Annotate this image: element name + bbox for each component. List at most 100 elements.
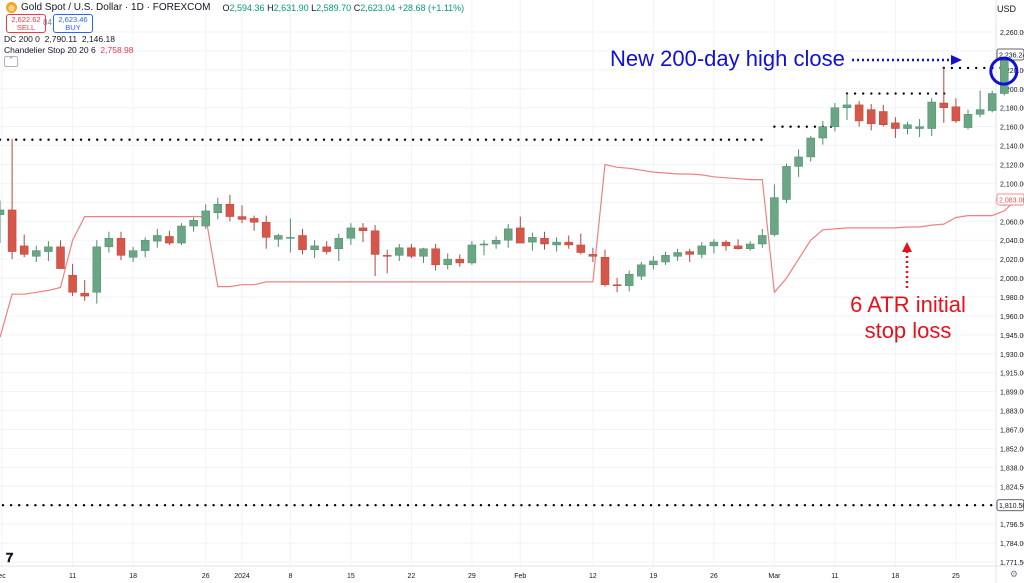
candle-body [503, 228, 513, 241]
y-tick-label: 1,883.00 [1000, 409, 1024, 416]
donchian-upper-dot [711, 138, 714, 141]
candle-body [68, 274, 77, 293]
donchian-upper-dot [298, 138, 301, 141]
price-label-text: 1,810.50 [999, 503, 1024, 510]
donchian-upper-dot [63, 138, 66, 141]
donchian-lower-dot [892, 504, 896, 507]
annotation-arrows [852, 55, 1019, 288]
donchian-lower-dot [342, 504, 345, 507]
donchian-upper-dot [15, 138, 18, 141]
donchian-lower-dot [657, 504, 661, 507]
donchian-lower-dot [131, 504, 134, 507]
donchian-lower-dot [301, 504, 304, 507]
donchian-upper-dot [902, 92, 905, 95]
candle-body [56, 246, 65, 269]
donchian-lower-dot [374, 504, 377, 507]
donchian-lower-dot [390, 504, 393, 507]
candle-body [419, 248, 428, 257]
donchian-upper-dot [557, 138, 561, 141]
candle-body [249, 218, 259, 223]
donchian-lower-dot [26, 504, 29, 507]
donchian-lower-dot [479, 504, 483, 507]
candle-body [915, 126, 924, 129]
candle-body [709, 241, 719, 247]
donchian-lower-dot [66, 504, 70, 507]
donchian-upper-dot [120, 138, 123, 141]
donchian-lower-dot [50, 504, 53, 507]
candle-body [322, 246, 331, 252]
donchian-upper-dot [894, 92, 897, 95]
indicator-donchian[interactable]: DC 200 0 2,790.11 2,146.18 [4, 34, 115, 44]
donchian-upper-dot [582, 138, 585, 141]
donchian-lower-dot [317, 504, 321, 507]
donchian-upper-dot [23, 138, 26, 141]
donchian-lower-dot [406, 504, 410, 507]
donchian-upper-dot [517, 138, 520, 141]
donchian-lower-dot [617, 504, 620, 507]
collapse-indicators-icon[interactable]: ⌃ [4, 56, 18, 67]
candle-body [443, 258, 452, 266]
donchian-upper-dot [241, 138, 245, 141]
settings-gear-icon[interactable]: ⚙ [1009, 569, 1018, 579]
donchian-lower-dot [244, 504, 248, 507]
price-label-text: 2,083.06 [999, 197, 1024, 204]
candle-body [975, 109, 985, 115]
donchian-lower-dot [82, 504, 86, 507]
candle-body [32, 250, 41, 257]
x-tick-label: 26 [710, 573, 718, 580]
donchian-lower-dot [552, 504, 555, 507]
donchian-upper-dot [233, 138, 237, 141]
candle-body [395, 247, 404, 256]
donchian-lower-dot [74, 504, 78, 507]
currency-label[interactable]: USD [996, 4, 1016, 14]
donchian-upper-dot [0, 138, 2, 141]
donchian-upper-dot [886, 92, 889, 95]
indicator-chandelier[interactable]: Chandelier Stop 20 20 6 2,758.98 [4, 45, 134, 55]
donchian-upper-dot [492, 138, 496, 141]
x-tick-label: 19 [650, 573, 658, 580]
donchian-upper-dot [926, 92, 930, 95]
donchian-lower-dot [933, 504, 936, 507]
donchian-upper-dot [347, 138, 350, 141]
candle-body [649, 260, 658, 266]
donchian-upper-dot [371, 138, 374, 141]
candle-body [346, 227, 356, 239]
tradingview-logo-icon[interactable]: 𝟕 [6, 550, 14, 565]
candle-body [588, 254, 598, 257]
donchian-lower-dot [576, 504, 580, 507]
donchian-upper-dot [152, 138, 156, 141]
donchian-lower-dot [269, 504, 272, 507]
candle-body [987, 93, 997, 111]
donchian-upper-dot [870, 92, 873, 95]
y-tick-label: 2,160.00 [1000, 125, 1024, 132]
candle-body [745, 243, 755, 249]
donchian-upper-dot [468, 138, 471, 141]
candle-body [80, 292, 89, 297]
donchian-lower-dot [18, 504, 21, 507]
candle-body [261, 221, 271, 238]
donchian-lower-dot [917, 504, 920, 507]
donchian-upper-dot [509, 138, 512, 141]
x-tick-label: Feb [514, 573, 526, 580]
donchian-upper-dot [773, 125, 776, 128]
donchian-lower-dot [755, 504, 758, 507]
symbol-title[interactable]: Gold Spot / U.S. Dollar · 1D · FOREXCOM [21, 2, 211, 13]
x-tick-label: 22 [408, 573, 416, 580]
donchian-upper-dot [177, 138, 180, 141]
spread-value: 84 [43, 18, 52, 27]
donchian-upper-dot [209, 138, 212, 141]
donchian-upper-dot [630, 138, 633, 141]
buy-button[interactable]: 2,623.46 BUY [53, 14, 93, 33]
sell-button[interactable]: 2,622.62 SELL [6, 14, 46, 33]
donchian-upper-dot [638, 138, 642, 141]
donchian-lower-dot [107, 504, 110, 507]
donchian-lower-dot [99, 504, 102, 507]
donchian-lower-dot [852, 504, 855, 507]
y-tick-label: 1,960.00 [1000, 314, 1024, 321]
donchian-upper-dot [789, 125, 792, 128]
donchian-lower-dot [123, 504, 126, 507]
y-tick-label: 1,784.00 [1000, 541, 1024, 548]
donchian-lower-dot [204, 504, 207, 507]
donchian-lower-dot [730, 504, 734, 507]
